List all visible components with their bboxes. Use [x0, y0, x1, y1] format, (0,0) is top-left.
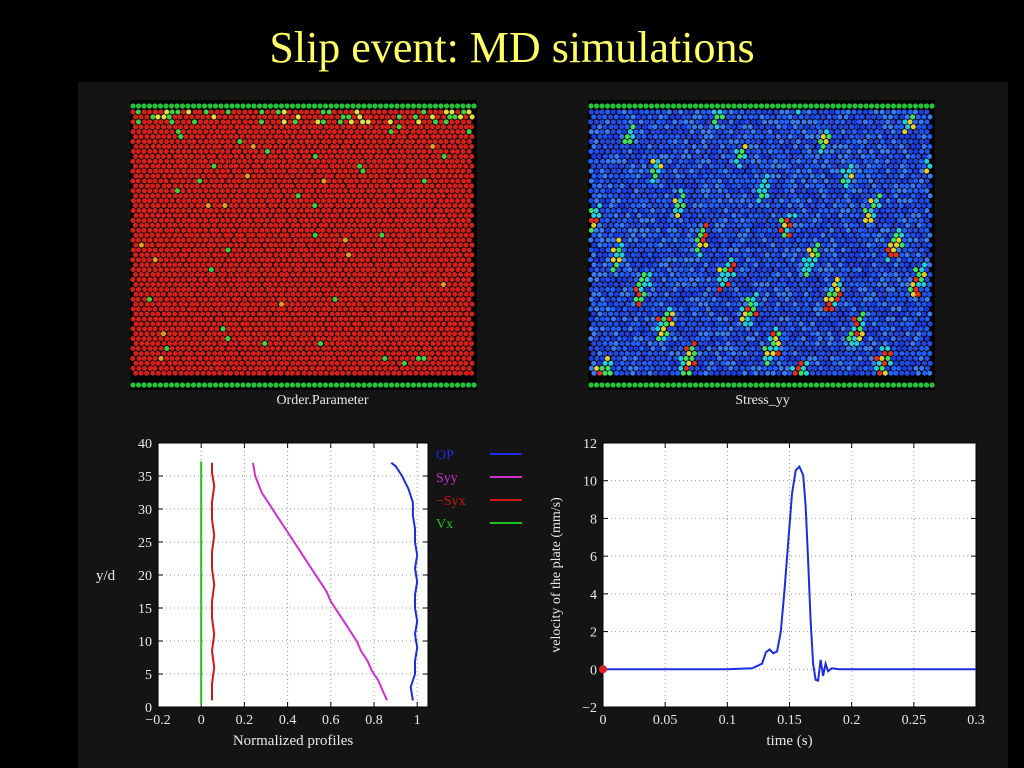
- stress-yy-caption: Stress_yy: [735, 393, 790, 408]
- wall-particles: [588, 103, 935, 388]
- y-tick-label: 6: [590, 550, 597, 565]
- y-tick-label: 40: [138, 437, 152, 452]
- y-tick-label: 30: [138, 503, 152, 518]
- y-tick-label: 10: [583, 475, 597, 490]
- y-axis-label: y/d: [96, 568, 116, 584]
- y-tick-label: 5: [145, 668, 152, 683]
- x-tick-label: 0.1: [719, 713, 737, 728]
- y-tick-label: 2: [590, 626, 597, 641]
- y-tick-label: 0: [145, 701, 152, 716]
- stress-yy-simulation: [588, 100, 935, 390]
- slide-title: Slip event: MD simulations: [269, 23, 755, 72]
- x-tick-label: 0.8: [365, 713, 383, 728]
- y-tick-label: 20: [138, 569, 152, 584]
- x-tick-label: 0.05: [653, 713, 678, 728]
- legend-label-0: OP: [436, 448, 454, 463]
- legend-label-2: −Syx: [436, 494, 466, 509]
- y-tick-label: 10: [138, 635, 152, 650]
- start-marker: [599, 665, 607, 674]
- y-tick-label: 4: [590, 588, 597, 603]
- x-tick-label: 0: [198, 713, 205, 728]
- x-tick-label: 0.2: [236, 713, 254, 728]
- y-tick-label: 15: [138, 602, 152, 617]
- series-line-2: [210, 462, 216, 701]
- series-line-0: [390, 462, 419, 701]
- x-tick-label: 0.15: [777, 713, 802, 728]
- x-tick-label: 0.4: [279, 713, 297, 728]
- particles: [130, 109, 475, 376]
- y-tick-label: 8: [590, 512, 597, 527]
- x-tick-label: 0.6: [322, 713, 340, 728]
- grid: [602, 442, 977, 708]
- legend-label-1: Syy: [436, 471, 458, 486]
- particle-field: [588, 100, 935, 390]
- particle-field: [130, 100, 477, 390]
- wall-particles: [130, 103, 477, 388]
- legend-label-3: Vx: [436, 517, 453, 532]
- y-tick-label: 12: [583, 437, 597, 452]
- y-tick-label: −2: [582, 701, 597, 716]
- x-tick-label: 0: [600, 713, 607, 728]
- x-tick-label: 1: [414, 713, 421, 728]
- order-parameter-caption: Order.Parameter: [276, 393, 369, 408]
- y-tick-label: 25: [138, 536, 152, 551]
- grid: [157, 442, 428, 708]
- y-tick-label: 35: [138, 470, 152, 485]
- y-tick-label: 0: [590, 663, 597, 678]
- x-tick-label: 0.2: [843, 713, 861, 728]
- y-axis-label: velocity of the plate (mm/s): [549, 497, 564, 653]
- x-tick-label: 0.3: [967, 713, 985, 728]
- x-tick-label: −0.2: [145, 713, 170, 728]
- order-parameter-simulation: [130, 100, 477, 390]
- series-line-1: [252, 462, 388, 701]
- velocity-line: [603, 464, 976, 682]
- normalized-profiles-chart: −0.2 0 0.2 0.4 0.6 0.8 10510152025303540Normal…: [96, 437, 522, 749]
- x-axis-label: Normalized profiles: [233, 733, 354, 749]
- x-axis-label: time (s): [766, 733, 812, 749]
- x-tick-label: 0.25: [902, 713, 927, 728]
- particles: [588, 109, 933, 376]
